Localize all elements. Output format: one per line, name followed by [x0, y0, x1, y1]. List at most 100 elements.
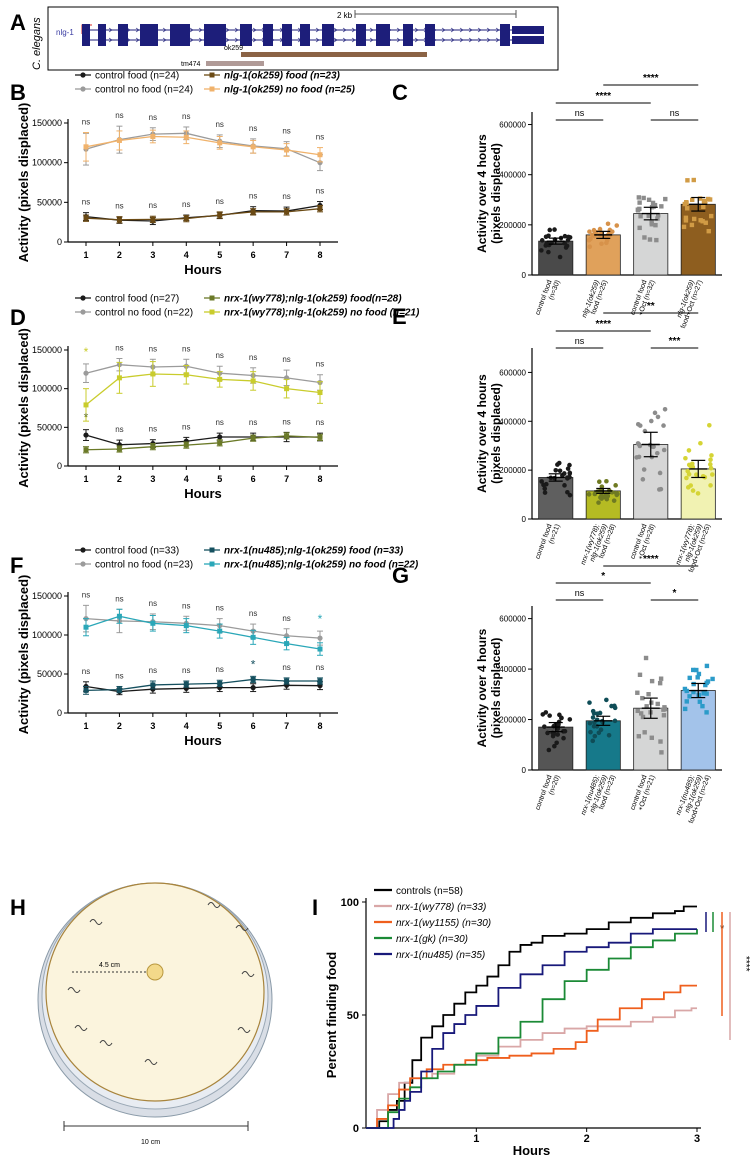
strand-arrow-icon: [108, 27, 113, 33]
data-point: [683, 455, 688, 461]
data-point: [637, 672, 643, 677]
data-point: [652, 202, 658, 208]
exon-block: [282, 24, 292, 36]
comparison-label: ****: [595, 319, 611, 330]
data-point: [635, 708, 640, 714]
exon-block: [98, 24, 106, 36]
data-point: [284, 641, 290, 647]
significance-label: ns: [115, 202, 123, 211]
data-point: [150, 620, 156, 626]
x-tick-label: 2: [117, 474, 122, 484]
panel-letter-c: C: [392, 80, 408, 105]
data-point: [685, 178, 690, 183]
strand-arrow-icon: [450, 27, 455, 33]
x-tick-label: 5: [217, 250, 222, 260]
data-point: [561, 735, 566, 741]
exon-block: [82, 24, 90, 36]
significance-label: ns: [316, 133, 324, 142]
data-point: [605, 493, 611, 499]
strand-arrow-icon: [198, 27, 203, 33]
data-point: [635, 208, 641, 213]
data-point: [659, 750, 664, 755]
data-point: [587, 700, 592, 705]
data-point: [612, 718, 618, 724]
data-point: [636, 734, 642, 739]
data-point: [183, 438, 189, 444]
data-point: [562, 240, 567, 246]
data-point: [707, 422, 712, 428]
data-point: [183, 216, 189, 222]
significance-label: ns: [149, 666, 157, 675]
panel-g-activity-bar-chart: G 0 200000 400000 600000 Activity over 4 hour…: [392, 554, 722, 825]
panel-letter-e: E: [392, 304, 407, 329]
data-point: [542, 490, 548, 495]
data-point: [612, 705, 618, 711]
strand-arrow-icon: [342, 27, 347, 33]
significance-label: ns: [316, 187, 324, 196]
ok259-label: ok259: [224, 45, 243, 52]
worm-icon: [144, 1059, 158, 1065]
data-point: [557, 468, 563, 474]
data-point: [636, 454, 642, 460]
data-point: [317, 160, 323, 166]
strand-arrow-icon: [468, 37, 473, 43]
x-tick-label: 2: [117, 250, 122, 260]
significance-label: *: [318, 612, 323, 626]
significance-label: ns: [282, 417, 290, 426]
data-point: [684, 699, 689, 704]
series-line: [85, 364, 321, 384]
data-point: [640, 477, 646, 482]
worm-icon: [67, 987, 81, 993]
data-point: [217, 140, 223, 146]
y-tick-label: 100000: [32, 384, 62, 394]
data-point: [661, 707, 666, 712]
data-point: [642, 235, 647, 240]
data-point: [555, 462, 560, 467]
data-point: [683, 218, 689, 223]
legend-label: nlg-1(ok259) no food (n=25): [224, 85, 356, 96]
data-point: [557, 254, 563, 260]
data-point: [697, 699, 703, 704]
x-tick-label: 3: [694, 1133, 700, 1145]
data-point: [691, 667, 696, 673]
strand-arrow-icon: [315, 37, 320, 43]
data-point: [116, 375, 122, 381]
panel-letter-d: D: [10, 305, 26, 330]
data-point: [607, 230, 612, 235]
data-point: [707, 197, 713, 202]
data-point: [690, 197, 695, 202]
significance-label: ns: [115, 111, 123, 120]
strand-arrow-icon: [351, 27, 356, 33]
y-axis-label: (pixels displaced): [489, 383, 503, 484]
data-point: [696, 671, 702, 677]
data-point: [661, 713, 667, 718]
y-tick-label: 150000: [32, 118, 62, 128]
strand-arrow-icon: [459, 37, 464, 43]
strand-arrow-icon: [396, 27, 401, 33]
legend-marker: [209, 295, 215, 301]
agar-surface: [45, 882, 265, 1102]
strand-arrow-icon: [225, 27, 230, 33]
data-point: [637, 423, 643, 428]
y-axis-label: Activity over 4 hours: [475, 134, 489, 253]
data-point: [657, 470, 663, 476]
y-tick-label: 0: [57, 708, 62, 718]
data-point: [116, 446, 122, 452]
data-point: [250, 685, 256, 691]
data-point: [116, 217, 122, 223]
data-point: [704, 663, 710, 669]
worm-icon: [235, 925, 249, 931]
data-point: [685, 206, 690, 211]
x-tick-label: 1: [83, 250, 88, 260]
exon-block: [118, 24, 128, 36]
data-point: [613, 490, 619, 496]
exon-block: [425, 34, 435, 46]
y-tick-label: 0: [522, 766, 527, 775]
strand-arrow-icon: [315, 27, 320, 33]
exon-block: [500, 34, 510, 46]
data-point: [688, 463, 693, 469]
survival-curve: [366, 1007, 697, 1129]
data-point: [700, 703, 705, 709]
data-point: [643, 655, 649, 661]
panel-d-activity-time-course: D 0 50000 100000 150000 1 2 3 4 5 6 7 8 Hours Activity…: [10, 294, 420, 502]
